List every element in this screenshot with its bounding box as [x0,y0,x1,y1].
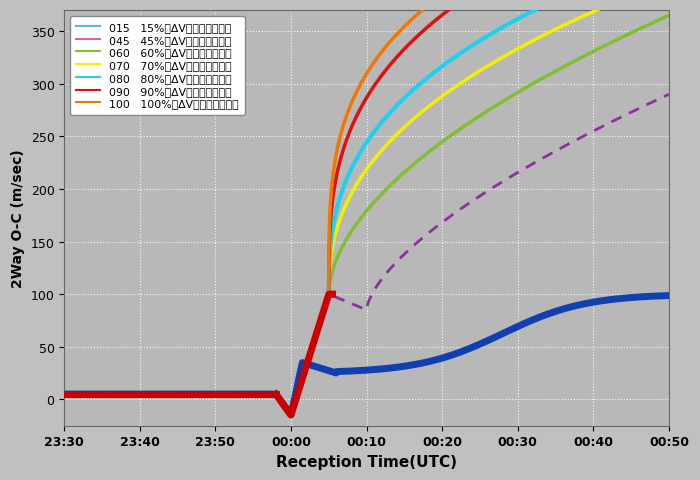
Legend: 015   15%のΔVで停止した場合, 045   45%のΔVで停止した場合, 060   60%のΔVで停止した場合, 070   70%のΔVで停止した: 015 15%のΔVで停止した場合, 045 45%のΔVで停止した場合, 06… [70,16,245,116]
Y-axis label: 2Way O-C (m/sec): 2Way O-C (m/sec) [11,149,25,288]
X-axis label: Reception Time(UTC): Reception Time(UTC) [276,454,457,469]
